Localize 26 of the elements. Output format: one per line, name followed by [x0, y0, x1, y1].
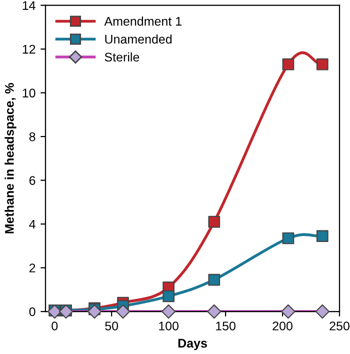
y-tick-label: 4: [29, 220, 36, 229]
point: [316, 230, 328, 242]
legend-label: Sterile: [104, 52, 140, 62]
x-tick-label: 0: [52, 322, 58, 330]
y-tick-label: 14: [22, 1, 36, 10]
legend-label: Amendment 1: [104, 16, 182, 26]
y-tick-label: 0: [29, 307, 36, 316]
point: [208, 216, 220, 228]
x-tick-label: 50: [105, 322, 118, 330]
y-tick-label: 8: [29, 132, 36, 142]
point: [316, 58, 328, 70]
x-tick-label: 100: [159, 322, 179, 330]
y-axis-title: Methane in headspace, %: [4, 83, 16, 234]
y-tick-label: 2: [29, 264, 36, 272]
point: [208, 274, 220, 286]
point: [282, 58, 294, 70]
y-tick-label: 10: [22, 88, 36, 98]
x-tick-label: 150: [216, 322, 236, 330]
point: [162, 290, 175, 302]
y-tick-label: 6: [29, 176, 36, 185]
point: [282, 232, 294, 244]
y-tick-label: 12: [22, 44, 36, 54]
x-tick-label: 250: [330, 322, 350, 330]
x-tick-label: 200: [272, 322, 292, 330]
x-axis-title: Days: [178, 338, 207, 350]
legend-label: Unamended: [105, 34, 172, 44]
